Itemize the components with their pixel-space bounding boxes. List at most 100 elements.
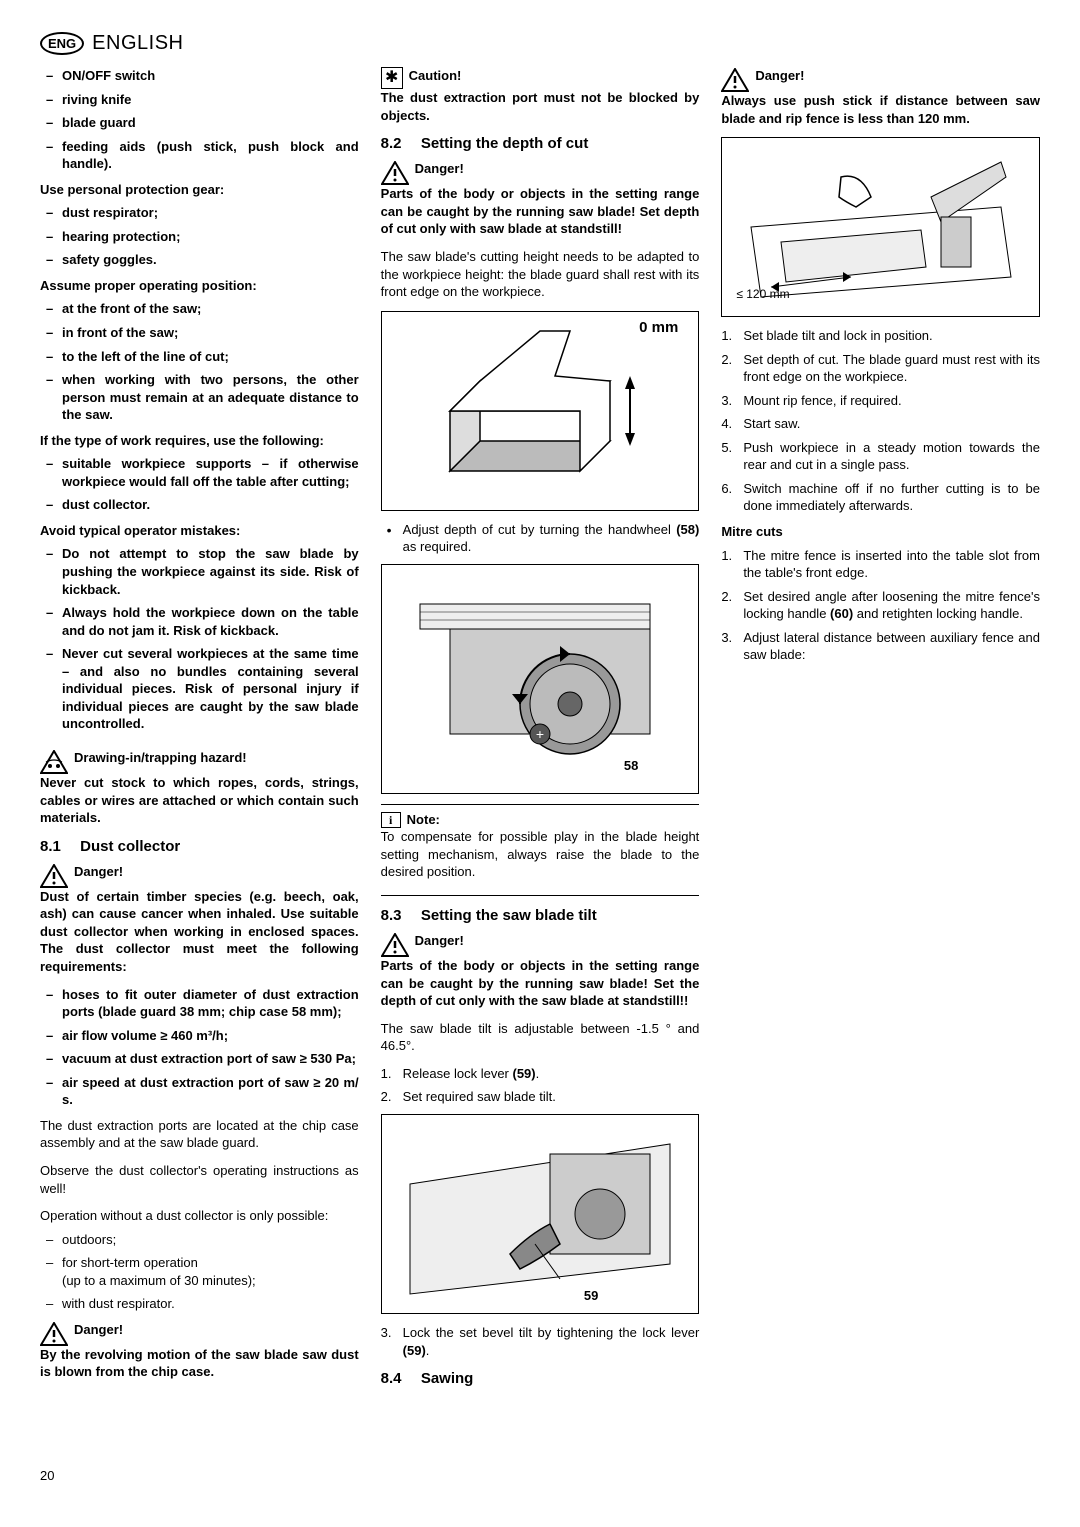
list-item: Switch machine off if no further cutting… — [721, 480, 1040, 515]
caution-icon: ✱ — [381, 67, 403, 89]
figure-lock-lever-59: 59 — [381, 1114, 700, 1314]
list-item: Adjust depth of cut by turning the handw… — [381, 521, 700, 556]
danger-dust-block: Danger! Dust of certain timber species (… — [40, 863, 359, 976]
svg-text:+: + — [536, 726, 544, 742]
figure-label: 59 — [584, 1287, 598, 1305]
sawing-steps: Set blade tilt and lock in position. Set… — [721, 327, 1040, 515]
list-item: blade guard — [40, 114, 359, 132]
protection-heading: Use personal protection gear: — [40, 181, 359, 199]
language-badge: ENG — [40, 32, 84, 56]
list-item: safety goggles. — [40, 251, 359, 269]
position-heading: Assume proper operating position: — [40, 277, 359, 295]
list-item: vacuum at dust extraction port of saw ≥ … — [40, 1050, 359, 1068]
adjust-depth-list: Adjust depth of cut by turning the handw… — [381, 521, 700, 556]
section-8-2-heading: 8.2 Setting the depth of cut — [381, 134, 700, 154]
list-item: Release lock lever (59). — [381, 1065, 700, 1083]
list-item: ON/OFF switch — [40, 67, 359, 85]
text-pre: Lock the set bevel tilt by tightening th… — [403, 1325, 700, 1340]
figure-label: ≤ 120 mm — [736, 286, 789, 302]
work-requires-list: suitable workpiece supports – if otherwi… — [40, 455, 359, 514]
list-item: air flow volume ≥ 460 m³/h; — [40, 1027, 359, 1045]
list-item: dust collector. — [40, 496, 359, 514]
handwheel-illustration: + — [400, 574, 680, 784]
section-8-3-heading: 8.3 Setting the saw blade tilt — [381, 906, 700, 926]
language-header: ENG ENGLISH — [40, 30, 1040, 57]
list-item: Set desired angle after loosening the mi… — [721, 588, 1040, 623]
danger-pushstick-block: Danger! Always use push stick if distanc… — [721, 67, 1040, 127]
danger-icon — [381, 161, 409, 185]
note-block: i Note: To compensate for possible play … — [381, 804, 700, 896]
warning-body: Always use push stick if distance betwee… — [721, 92, 1040, 127]
danger-icon — [721, 68, 749, 92]
section-title: Dust collector — [80, 838, 180, 855]
danger-icon — [381, 933, 409, 957]
tilt-range-para: The saw blade tilt is adjustable between… — [381, 1020, 700, 1055]
mistakes-heading: Avoid typical operator mistakes: — [40, 522, 359, 540]
section-title: Sawing — [421, 1370, 474, 1387]
list-item: suitable workpiece supports – if otherwi… — [40, 455, 359, 490]
warning-title: Danger! — [755, 68, 804, 83]
figure-handwheel-58: + 58 — [381, 564, 700, 794]
equipment-list: ON/OFF switch riving knife blade guard f… — [40, 67, 359, 173]
warning-body: By the revolving motion of the saw blade… — [40, 1346, 359, 1381]
caution-port-block: ✱ Caution! The dust extraction port must… — [381, 67, 700, 124]
lever-illustration — [400, 1124, 680, 1304]
note-title: Note: — [407, 812, 440, 827]
mitre-heading: Mitre cuts — [721, 523, 1040, 541]
depth-para: The saw blade's cutting height needs to … — [381, 248, 700, 301]
list-item: to the left of the line of cut; — [40, 348, 359, 366]
protection-list: dust respirator; hearing protection; saf… — [40, 204, 359, 269]
section-title: Setting the depth of cut — [421, 135, 588, 152]
content-columns: ON/OFF switch riving knife blade guard f… — [40, 67, 1040, 1447]
ref-number: (58) — [676, 522, 699, 537]
list-item: Set blade tilt and lock in position. — [721, 327, 1040, 345]
without-collector-list: outdoors; for short-term operation (up t… — [40, 1231, 359, 1313]
list-item: Never cut several workpieces at the same… — [40, 645, 359, 733]
section-number: 8.3 — [381, 906, 417, 926]
ref-number: (59) — [403, 1343, 426, 1358]
page-number: 20 — [40, 1467, 1040, 1485]
text-post: . — [426, 1343, 430, 1358]
ref-number: (60) — [830, 606, 853, 621]
list-item: Start saw. — [721, 415, 1040, 433]
list-item: feeding aids (push stick, push block and… — [40, 138, 359, 173]
warning-body: The dust extraction port must not be blo… — [381, 89, 700, 124]
section-number: 8.2 — [381, 134, 417, 154]
section-number: 8.4 — [381, 1369, 417, 1389]
tilt-step-3: Lock the set bevel tilt by tightening th… — [381, 1324, 700, 1359]
dust-ports-para: The dust extraction ports are located at… — [40, 1117, 359, 1152]
list-item: The mitre fence is inserted into the tab… — [721, 547, 1040, 582]
text-pre: Release lock lever — [403, 1066, 513, 1081]
ref-number: (59) — [512, 1066, 535, 1081]
list-item: with dust respirator. — [40, 1295, 359, 1313]
warning-body: Parts of the body or objects in the sett… — [381, 185, 700, 238]
section-8-4-heading: 8.4 Sawing — [381, 1369, 700, 1389]
danger-sawdust-block: Danger! By the revolving motion of the s… — [40, 1321, 359, 1381]
figure-depth-0mm: 0 mm — [381, 311, 700, 511]
warning-title: Danger! — [415, 161, 464, 176]
warning-body: Dust of certain timber species (e.g. bee… — [40, 888, 359, 976]
warning-body: Parts of the body or objects in the sett… — [381, 957, 700, 1010]
danger-icon — [40, 1322, 68, 1346]
info-icon: i — [381, 812, 401, 828]
danger-tilt-block: Danger! Parts of the body or objects in … — [381, 932, 700, 1010]
trapping-hazard-block: Drawing-in/trapping hazard! Never cut st… — [40, 749, 359, 827]
language-text: ENGLISH — [92, 30, 183, 57]
text-post: as required. — [403, 539, 472, 554]
figure-pushstick-120mm: ≤ 120 mm — [721, 137, 1040, 317]
observe-para: Observe the dust collector's operating i… — [40, 1162, 359, 1197]
list-item: for short-term operation (up to a maximu… — [40, 1254, 359, 1289]
section-8-1-heading: 8.1 Dust collector — [40, 837, 359, 857]
text-post: . — [536, 1066, 540, 1081]
section-number: 8.1 — [40, 837, 76, 857]
warning-title: Caution! — [409, 68, 462, 83]
list-item: hoses to fit outer diameter of dust extr… — [40, 986, 359, 1021]
danger-icon — [40, 864, 68, 888]
work-requires-heading: If the type of work requires, use the fo… — [40, 432, 359, 450]
depth-illustration — [420, 321, 660, 501]
list-item: Set depth of cut. The blade guard must r… — [721, 351, 1040, 386]
pushstick-illustration — [741, 147, 1021, 307]
list-item: Mount rip fence, if required. — [721, 392, 1040, 410]
figure-label: 0 mm — [639, 318, 678, 338]
note-body: To compensate for possible play in the b… — [381, 828, 700, 881]
